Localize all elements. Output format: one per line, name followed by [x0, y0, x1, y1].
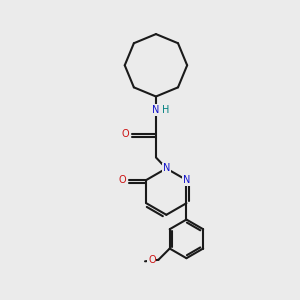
Text: N: N: [152, 105, 160, 115]
Text: O: O: [148, 255, 156, 265]
Text: N: N: [163, 164, 170, 173]
Text: O: O: [122, 129, 129, 139]
Text: H: H: [162, 105, 169, 115]
Text: N: N: [183, 175, 190, 185]
Text: O: O: [119, 175, 126, 185]
